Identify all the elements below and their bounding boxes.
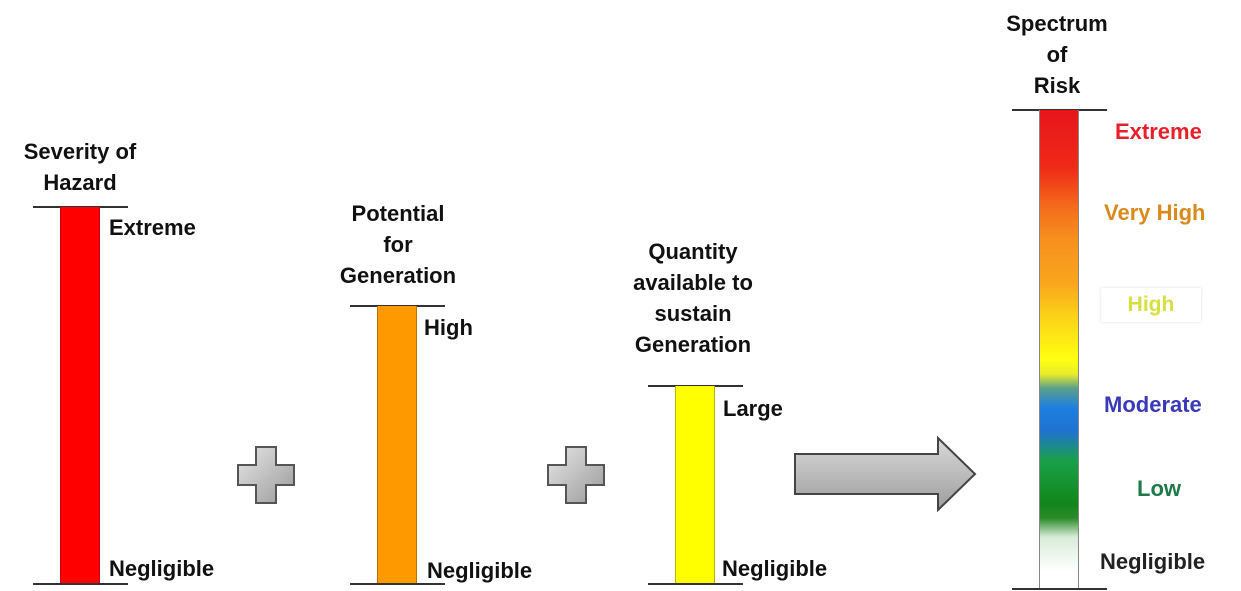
spectrum-bottom-line [1012, 588, 1107, 590]
potential-title-line-1: Potential [351, 201, 445, 226]
quantity-title-line-1: Quantity [648, 239, 738, 264]
plus-icon [237, 446, 295, 504]
severity-title-line-1: Severity of [23, 139, 137, 164]
spectrum-title: Spectrum of Risk [977, 8, 1137, 101]
potential-bottom-line [350, 583, 445, 585]
severity-title: Severity of Hazard [0, 136, 160, 198]
quantity-top-label: Large [723, 396, 783, 421]
right-arrow-icon [794, 436, 977, 512]
spectrum-level-moderate: Moderate [1104, 392, 1202, 417]
potential-title-line-3: Generation [339, 263, 457, 288]
severity-title-line-2: Hazard [43, 170, 117, 195]
quantity-title-line-3: sustain [654, 301, 732, 326]
spectrum-level-low: Low [1137, 476, 1181, 501]
spectrum-gradient-bar [1039, 110, 1079, 590]
quantity-title-line-2: available to [633, 270, 753, 295]
quantity-title: Quantity available to sustain Generation [608, 236, 778, 360]
potential-bar [377, 306, 417, 584]
severity-bar [60, 207, 100, 584]
severity-top-label: Extreme [109, 215, 196, 240]
spectrum-title-line-1: Spectrum [1006, 11, 1108, 36]
quantity-bar [675, 386, 715, 584]
potential-bottom-label: Negligible [427, 558, 533, 583]
spectrum-title-line-3: Risk [1033, 73, 1081, 98]
spectrum-level-high: High [1101, 288, 1201, 322]
spectrum-level-extreme: Extreme [1115, 119, 1202, 144]
severity-bottom-line [33, 583, 128, 585]
quantity-bottom-label: Negligible [722, 556, 828, 581]
potential-top-label: High [424, 315, 473, 340]
severity-bottom-label: Negligible [109, 556, 215, 581]
potential-title: Potential for Generation [318, 198, 478, 291]
spectrum-level-negligible: Negligible [1100, 549, 1206, 574]
spectrum-title-line-2: of [1046, 42, 1068, 67]
quantity-title-line-4: Generation [634, 332, 752, 357]
plus-icon [547, 446, 605, 504]
quantity-bottom-line [648, 583, 743, 585]
potential-title-line-2: for [383, 232, 413, 257]
spectrum-level-very-high: Very High [1104, 200, 1206, 225]
